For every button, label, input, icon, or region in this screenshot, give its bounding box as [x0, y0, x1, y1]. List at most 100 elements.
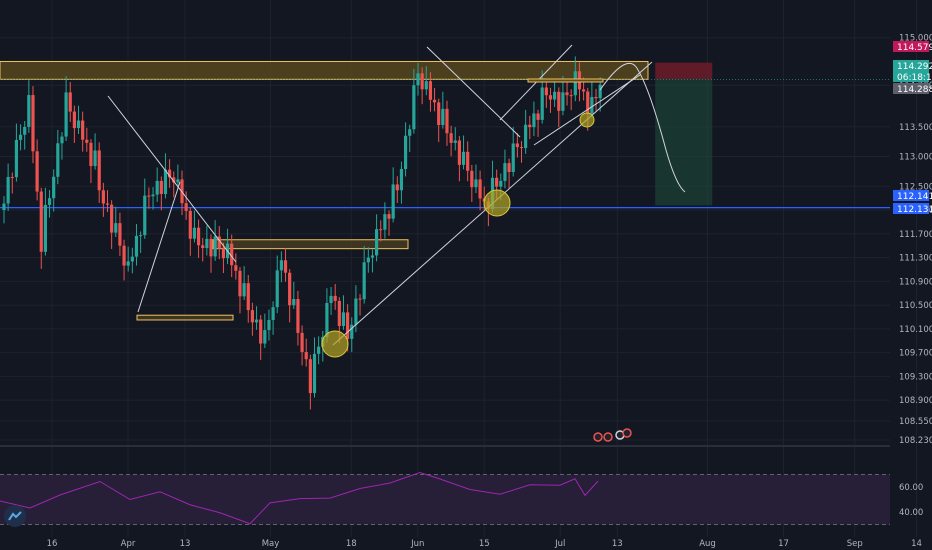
- price-labels: 114.579114.29206:18:12114.288112.141112.…: [893, 41, 932, 215]
- candle-body: [213, 236, 217, 257]
- price-tick-label: 111.700: [899, 230, 932, 240]
- candles: [2, 56, 602, 410]
- price-tick-label: 110.500: [899, 301, 932, 311]
- candle-body: [147, 195, 151, 197]
- trend-line: [533, 74, 641, 146]
- candle-body: [254, 319, 259, 323]
- time-tick-label: Aug: [699, 539, 716, 549]
- candle-body: [466, 151, 470, 171]
- candle-body: [122, 245, 126, 266]
- event-icon: [593, 432, 603, 442]
- candle-body: [561, 92, 565, 111]
- zones: [0, 60, 890, 321]
- candle-body: [573, 71, 577, 96]
- candle-body: [283, 260, 288, 273]
- price-tick-label: 112.500: [899, 182, 932, 192]
- candle-body: [14, 139, 19, 178]
- candle-body: [370, 255, 375, 258]
- candle-body: [114, 223, 118, 233]
- candle-body: [271, 307, 275, 320]
- candle-body: [43, 204, 47, 252]
- time-tick-label: 13: [612, 539, 623, 549]
- event-icon: [603, 432, 613, 442]
- candle-body: [246, 283, 250, 311]
- time-axis[interactable]: 16 Apr 13 May 18 Jun 15 Jul 13 Aug 17 Sep 14: [47, 539, 922, 549]
- candle-body: [110, 204, 114, 233]
- candle-body: [317, 346, 321, 354]
- price-tag: [893, 41, 929, 52]
- price-tick-label: 110.100: [899, 325, 932, 335]
- candle-body: [47, 198, 52, 205]
- time-tick-label: 14: [911, 539, 922, 549]
- candle-body: [238, 270, 242, 297]
- tradingview-logo-icon[interactable]: [4, 505, 26, 527]
- candle-body: [420, 73, 424, 90]
- candle-body: [358, 298, 362, 300]
- price-tick-label: 113.000: [899, 153, 932, 163]
- candle-body: [503, 163, 507, 181]
- price-axis[interactable]: 115.000114.200113.500113.000112.500112.1…: [899, 34, 932, 518]
- price-tag: [893, 60, 929, 71]
- price-tag-text: 114.292: [897, 62, 932, 72]
- candle-body: [449, 133, 453, 143]
- highlight-circle: [579, 112, 595, 128]
- price-tick-label: 111.300: [899, 254, 932, 264]
- candle-body: [544, 87, 548, 96]
- candle-body: [375, 229, 379, 256]
- candle-body: [89, 142, 93, 167]
- candle-body: [453, 140, 457, 143]
- small-zone: [527, 78, 604, 83]
- candle-body: [428, 81, 433, 100]
- candle-body: [300, 332, 304, 353]
- candle-body: [499, 180, 503, 187]
- candle-body: [312, 353, 317, 394]
- candle-body: [511, 143, 515, 173]
- candle-body: [470, 170, 474, 188]
- candle-body: [126, 261, 130, 266]
- candle-body: [590, 96, 594, 114]
- rsi-tick-label: 40.00: [899, 508, 923, 518]
- candle-body: [263, 330, 267, 344]
- price-tag-text: 114.579: [897, 43, 932, 53]
- candle-body: [176, 179, 180, 183]
- event-icon: [622, 428, 632, 438]
- candle-body: [424, 81, 428, 90]
- time-tick-label: Jul: [554, 539, 565, 549]
- candle-body: [598, 84, 602, 99]
- candle-body: [288, 272, 292, 306]
- candle-body: [279, 260, 283, 271]
- candle-body: [234, 265, 238, 271]
- candle-body: [18, 134, 23, 140]
- candle-body: [292, 299, 296, 306]
- candle-body: [39, 191, 43, 252]
- candle-body: [507, 163, 511, 173]
- candle-body: [6, 176, 10, 204]
- support-zone: [212, 239, 409, 250]
- candle-body: [387, 214, 391, 219]
- candle-body: [437, 102, 441, 126]
- price-tag-text: 112.141: [897, 192, 932, 202]
- support-zone-low: [136, 314, 234, 321]
- candle-body: [350, 324, 354, 339]
- candle-body: [565, 92, 569, 96]
- candle-body: [416, 73, 420, 86]
- candle-body: [341, 312, 346, 327]
- trend-line: [426, 46, 521, 138]
- candle-body: [205, 238, 209, 249]
- candle-body: [159, 180, 163, 194]
- candle-body: [35, 151, 39, 192]
- candle-body: [168, 169, 172, 178]
- price-tick-label: 115.000: [899, 34, 932, 44]
- candle-body: [2, 203, 6, 211]
- candle-body: [582, 89, 586, 92]
- price-tick-label: 113.500: [899, 123, 932, 133]
- candle-body: [569, 95, 573, 97]
- trend-line: [137, 181, 181, 313]
- candle-body: [391, 184, 395, 219]
- candle-body: [31, 95, 35, 152]
- candle-body: [329, 295, 333, 304]
- candle-body: [461, 151, 466, 165]
- price-tag: [893, 83, 929, 94]
- candle-body: [441, 108, 445, 126]
